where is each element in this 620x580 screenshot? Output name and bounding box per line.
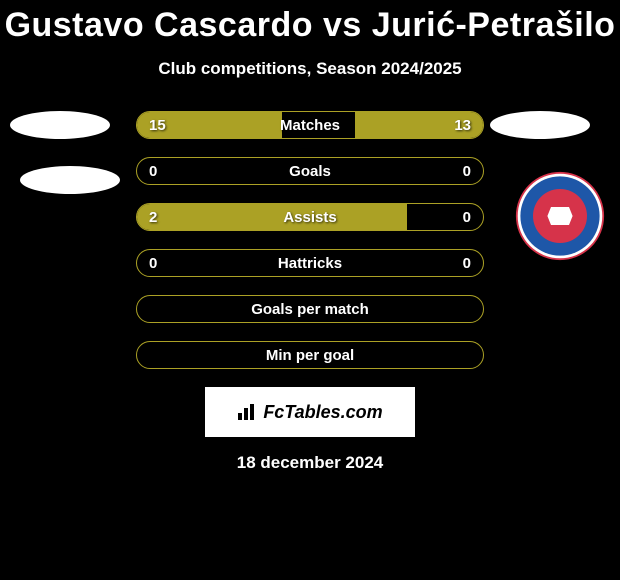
club-badge-icon	[515, 171, 605, 261]
stat-value-right: 0	[463, 204, 471, 230]
stat-row: Matches15 13	[136, 111, 484, 139]
stat-value-left: 15	[149, 112, 166, 138]
team-right-emblem	[490, 111, 590, 139]
stat-value-right: 0	[463, 250, 471, 276]
stat-row: Assists2 0	[136, 203, 484, 231]
fctables-logo: FcTables.com	[205, 387, 415, 437]
stat-value-left: 0	[149, 158, 157, 184]
bars-icon	[237, 403, 259, 421]
stat-label: Hattricks	[137, 250, 483, 276]
stat-row: Goals0 0	[136, 157, 484, 185]
stat-value-left: 0	[149, 250, 157, 276]
stat-label: Assists	[137, 204, 483, 230]
stat-row: Min per goal	[136, 341, 484, 369]
stat-value-right: 0	[463, 158, 471, 184]
stat-label: Matches	[137, 112, 483, 138]
page-subtitle: Club competitions, Season 2024/2025	[0, 59, 620, 79]
stat-label: Min per goal	[137, 342, 483, 368]
stat-label: Goals per match	[137, 296, 483, 322]
stat-bars: Matches1513Goals00Assists20Hattricks00Go…	[136, 111, 484, 369]
date-label: 18 december 2024	[0, 453, 620, 473]
stat-row: Hattricks0 0	[136, 249, 484, 277]
logo-text: FcTables.com	[263, 402, 382, 423]
page-title: Gustavo Cascardo vs Jurić-Petrašilo	[0, 0, 620, 45]
stat-value-left: 2	[149, 204, 157, 230]
team-left-emblem-1	[10, 111, 110, 139]
comparison-panel: Matches1513Goals00Assists20Hattricks00Go…	[0, 111, 620, 473]
stat-row: Goals per match	[136, 295, 484, 323]
stat-label: Goals	[137, 158, 483, 184]
stat-value-right: 13	[454, 112, 471, 138]
team-left-emblem-2	[20, 166, 120, 194]
